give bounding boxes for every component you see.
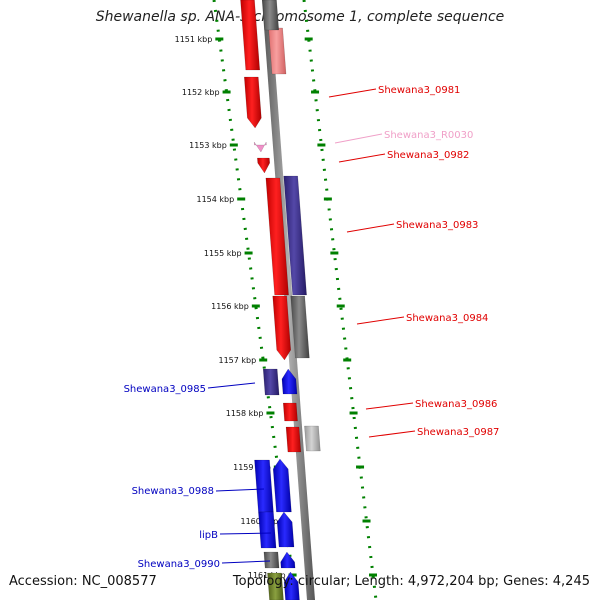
leader-line xyxy=(221,560,271,564)
gene-shewana3-0981[interactable] xyxy=(244,76,262,129)
gene-labels[interactable]: Shewana3_0981 Shewana3_R0030 Shewana3_0982… xyxy=(124,85,500,570)
leader-line xyxy=(368,430,416,438)
tick-label: 1159 kbp xyxy=(233,463,271,472)
tick-label: 1154 kbp xyxy=(196,195,234,204)
gene-shewana3-0985-cog[interactable] xyxy=(262,368,280,396)
label-shewana3-0990[interactable]: Shewana3_0990 xyxy=(138,559,271,570)
ruler-outer-line xyxy=(212,0,298,600)
gene-shewana3-0990[interactable] xyxy=(280,551,296,569)
gene-lipb-b[interactable] xyxy=(276,511,295,548)
gene-shewana3-0987-cog[interactable] xyxy=(304,425,321,452)
gene-label-text[interactable]: Shewana3_0985 xyxy=(124,384,206,395)
gene-shewana3-0986[interactable] xyxy=(282,402,298,422)
label-shewana3-0987[interactable]: Shewana3_0987 xyxy=(368,427,499,438)
gene-gray-top[interactable] xyxy=(262,0,280,31)
leader-line xyxy=(365,402,414,410)
leader-line xyxy=(219,532,272,535)
gene-label-text[interactable]: Shewana3_0988 xyxy=(132,486,214,497)
tick-5: 1155 kbp xyxy=(204,249,339,258)
leader-line xyxy=(346,223,395,233)
gene-shewana3-0985[interactable] xyxy=(281,368,298,395)
gene-olive-bottom[interactable] xyxy=(267,572,284,600)
gene-label-text[interactable]: Shewana3_R0030 xyxy=(384,130,473,141)
backbone xyxy=(262,0,315,600)
label-shewana3-r0030[interactable]: Shewana3_R0030 xyxy=(334,130,473,144)
gene-shewana3-0983[interactable] xyxy=(265,177,289,296)
tick-7: 1157 kbp xyxy=(218,356,352,365)
gene-shewana3-0990-cog[interactable] xyxy=(263,551,280,569)
gene-shewana3-0984[interactable] xyxy=(272,295,292,361)
tick-label: 1157 kbp xyxy=(218,356,256,365)
gene-label-text[interactable]: Shewana3_0983 xyxy=(396,220,478,231)
leader-line xyxy=(356,316,405,325)
gene-label-text[interactable]: Shewana3_0984 xyxy=(406,313,488,324)
leader-line xyxy=(215,488,265,492)
ruler xyxy=(212,0,378,600)
tick-label: 1152 kbp xyxy=(182,88,220,97)
label-lipb[interactable]: lipB xyxy=(199,530,272,541)
gene-label-text[interactable]: Shewana3_0987 xyxy=(417,427,499,438)
tick-label: 1151 kbp xyxy=(175,35,213,44)
ruler-inner-line xyxy=(302,0,378,600)
accession-text: Accession: NC_008577 xyxy=(9,574,157,589)
label-shewana3-0983[interactable]: Shewana3_0983 xyxy=(346,220,478,233)
tick-label: 1156 kbp xyxy=(211,302,249,311)
gene-shewana3-r0030[interactable] xyxy=(253,141,267,153)
gene-shewana3-0984-cog[interactable] xyxy=(290,295,310,359)
tick-4: 1154 kbp xyxy=(196,195,332,204)
gene-shewana3-0982[interactable] xyxy=(257,157,270,174)
tick-label: 1153 kbp xyxy=(189,141,227,150)
tick-label: 1155 kbp xyxy=(204,249,242,258)
label-shewana3-0982[interactable]: Shewana3_0982 xyxy=(338,150,469,163)
topology-summary: Topology: circular; Length: 4,972,204 bp… xyxy=(232,574,590,589)
tick-1: 1151 kbp xyxy=(175,35,313,44)
tick-6: 1156 kbp xyxy=(211,302,345,311)
gene-shewana3-0983-cog[interactable] xyxy=(283,175,307,296)
gene-blue-bottom[interactable] xyxy=(283,571,300,600)
gene-label-text[interactable]: Shewana3_0981 xyxy=(378,85,460,96)
label-shewana3-0984[interactable]: Shewana3_0984 xyxy=(356,313,488,325)
gene-cog-top-left[interactable] xyxy=(240,0,261,71)
label-shewana3-0988[interactable]: Shewana3_0988 xyxy=(132,486,265,497)
label-shewana3-0986[interactable]: Shewana3_0986 xyxy=(365,399,497,410)
gene-label-text[interactable]: Shewana3_0990 xyxy=(138,559,220,570)
gene-lipb[interactable] xyxy=(258,511,277,549)
map-title: Shewanella sp. ANA-3 chromosome 1, compl… xyxy=(95,9,505,25)
label-shewana3-0981[interactable]: Shewana3_0981 xyxy=(328,85,460,98)
tick-label: 1158 kbp xyxy=(226,409,264,418)
tick-label: 1161 kbp xyxy=(248,571,286,580)
tick-3: 1153 kbp xyxy=(189,141,326,150)
gene-shewana3-0987[interactable] xyxy=(285,426,302,453)
tick-8: 1158 kbp xyxy=(226,409,358,418)
leader-line xyxy=(338,153,386,163)
gene-label-text[interactable]: Shewana3_0982 xyxy=(387,150,469,161)
gene-label-text[interactable]: lipB xyxy=(199,530,218,541)
leader-line xyxy=(334,133,383,144)
leader-line xyxy=(207,382,256,389)
leader-line xyxy=(328,88,377,98)
gene-label-text[interactable]: Shewana3_0986 xyxy=(415,399,497,410)
gene-features[interactable] xyxy=(240,0,321,600)
gene-shewana3-0988-b[interactable] xyxy=(272,458,292,513)
tick-2: 1152 kbp xyxy=(182,88,320,97)
label-shewana3-0985[interactable]: Shewana3_0985 xyxy=(124,382,256,395)
